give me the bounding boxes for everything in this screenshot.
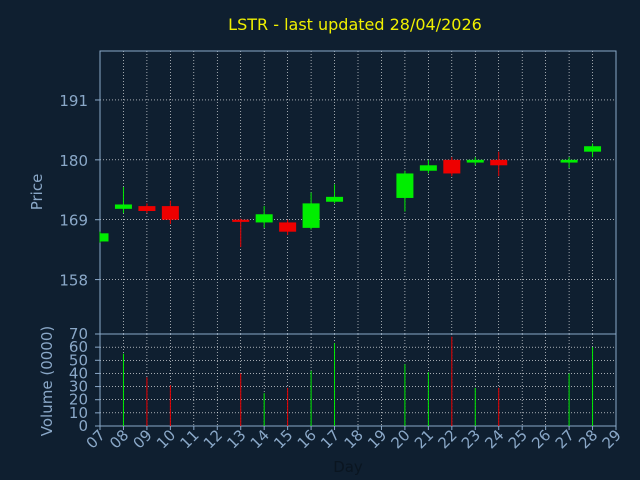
price-tick-label: 191 — [59, 92, 88, 110]
candle-body — [490, 159, 508, 166]
candle-17 — [326, 184, 344, 204]
price-axis-label: Price — [28, 174, 46, 211]
candle-07 — [99, 231, 109, 243]
volume-grid — [99, 333, 617, 427]
candle-21 — [419, 159, 437, 174]
day-tick-label: 29 — [599, 426, 625, 452]
price-tick-label: 158 — [59, 272, 88, 290]
day-x-ticks: 0708091011121314151617181920212223242526… — [83, 426, 625, 452]
candle-24 — [490, 151, 508, 177]
day-tick-label: 11 — [176, 426, 202, 452]
price-y-ticks: 158 169 180 191 — [59, 92, 100, 290]
volume-tick-label: 10 — [69, 404, 88, 422]
day-tick-label: 25 — [505, 426, 531, 452]
day-tick-label: 14 — [247, 426, 273, 452]
volume-tick-label: 40 — [69, 364, 88, 382]
candle-body — [279, 222, 297, 232]
day-tick-label: 21 — [411, 426, 437, 452]
day-tick-label: 22 — [434, 426, 460, 452]
day-tick-label: 15 — [270, 426, 296, 452]
candle-body — [466, 159, 484, 163]
candle-28 — [584, 143, 602, 158]
candle-20 — [396, 170, 414, 212]
volume-bars — [122, 336, 594, 426]
candle-body — [114, 204, 132, 209]
price-candles — [99, 143, 602, 247]
candle-08 — [114, 187, 132, 214]
day-tick-label: 19 — [364, 426, 390, 452]
candle-body — [396, 173, 414, 198]
candle-27 — [560, 157, 578, 169]
day-tick-label: 09 — [130, 426, 156, 452]
day-tick-label: 12 — [200, 426, 226, 452]
volume-tick-label: 20 — [69, 391, 88, 409]
day-tick-label: 26 — [528, 426, 554, 452]
day-tick-label: 28 — [575, 426, 601, 452]
price-grid — [99, 51, 617, 334]
day-axis-label: Day — [333, 458, 363, 476]
candle-body — [138, 206, 156, 212]
day-tick-label: 23 — [458, 426, 484, 452]
day-tick-label: 08 — [106, 426, 132, 452]
candle-body — [326, 196, 344, 202]
candle-22 — [443, 157, 461, 177]
day-tick-label: 17 — [317, 426, 343, 452]
candle-body — [560, 159, 578, 163]
day-tick-label: 24 — [481, 426, 507, 452]
candle-body — [255, 214, 273, 223]
volume-tick-label: 0 — [78, 417, 88, 435]
day-tick-label: 16 — [294, 426, 320, 452]
volume-tick-label: 70 — [69, 325, 88, 343]
candle-body — [100, 233, 109, 242]
day-tick-label: 18 — [341, 426, 367, 452]
day-tick-label: 20 — [388, 426, 414, 452]
candle-body — [584, 146, 602, 152]
day-tick-label: 27 — [552, 426, 578, 452]
candle-16 — [302, 192, 320, 230]
candle-10 — [161, 200, 179, 225]
candle-13 — [232, 218, 250, 247]
candle-body — [302, 203, 320, 228]
volume-axis-label: Volume (0000) — [38, 326, 56, 436]
candle-09 — [138, 203, 156, 214]
candle-15 — [279, 219, 297, 235]
chart-title: LSTR - last updated 28/04/2026 — [228, 15, 482, 34]
price-tick-label: 180 — [59, 152, 88, 170]
price-tick-label: 169 — [59, 212, 88, 230]
candle-body — [419, 165, 437, 171]
day-tick-label: 13 — [223, 426, 249, 452]
candle-body — [161, 206, 179, 220]
volume-tick-label: 50 — [69, 351, 88, 369]
candle-14 — [255, 206, 273, 228]
volume-tick-label: 30 — [69, 378, 88, 396]
candle-body — [232, 219, 250, 222]
volume-tick-label: 60 — [69, 338, 88, 356]
candle-23 — [466, 157, 484, 166]
day-tick-label: 10 — [153, 426, 179, 452]
candle-body — [443, 159, 461, 174]
